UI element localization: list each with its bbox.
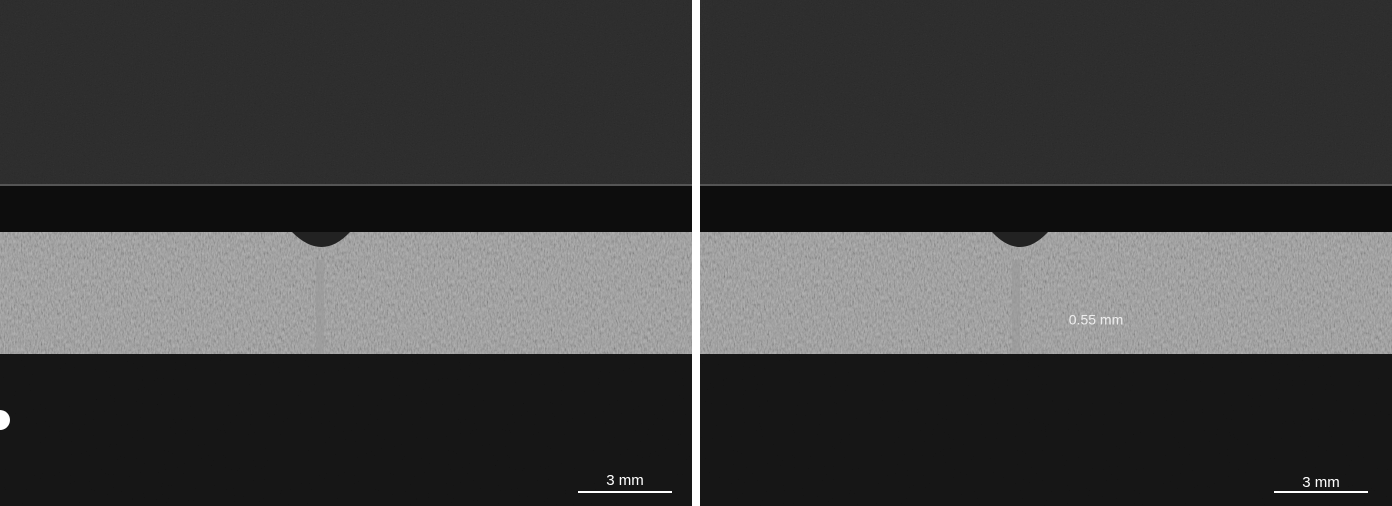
weld-seam: [316, 260, 324, 354]
dark-gap: [700, 186, 1392, 232]
lower-region: [700, 354, 1392, 506]
measurement-annotation: 0.55 mm: [1069, 312, 1123, 328]
panel-divider: [692, 0, 700, 506]
interface-line: [700, 184, 1392, 186]
upper-region: [700, 0, 1392, 185]
weld-seam: [1012, 260, 1020, 354]
scale-bar-label: 3 mm: [606, 472, 644, 489]
scale-bar-label: 3 mm: [1302, 474, 1340, 491]
edge-artifact: [0, 410, 10, 430]
weld-notch: [992, 232, 1048, 247]
weld-band: [0, 232, 692, 354]
panel-left: 3 mm: [0, 0, 692, 506]
weld-notch: [292, 232, 350, 247]
panel-right: 0.55 mm 3 mm: [700, 0, 1392, 506]
lower-region: [0, 354, 692, 506]
upper-region: [0, 0, 692, 185]
interface-line: [0, 184, 692, 186]
weld-band: [700, 232, 1392, 354]
dark-gap: [0, 186, 692, 232]
